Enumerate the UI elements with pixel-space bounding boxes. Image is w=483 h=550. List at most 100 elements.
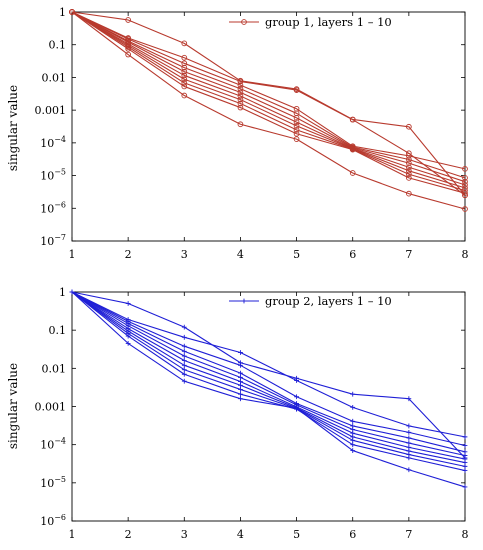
data-point (462, 178, 468, 185)
x-tick-label: 3 (181, 528, 188, 541)
data-point (406, 160, 412, 166)
data-point (238, 387, 243, 392)
y-tick-label: 1 (59, 286, 66, 299)
data-point (238, 382, 243, 388)
x-tick-label: 6 (349, 528, 356, 541)
data-point (181, 40, 188, 47)
data-point (293, 126, 300, 133)
x-tick-label: 5 (293, 528, 300, 541)
series-line (71, 11, 466, 196)
x-tick-label: 7 (405, 248, 412, 261)
data-point (462, 182, 468, 188)
data-point (238, 362, 243, 368)
data-point (349, 146, 356, 153)
series-line (71, 11, 466, 179)
data-point (406, 175, 412, 181)
data-point (406, 190, 412, 197)
series-5 (69, 9, 468, 185)
data-point (181, 343, 187, 349)
data-point (406, 435, 412, 441)
series-line (71, 291, 466, 488)
y-tick-label: 10−4 (40, 437, 66, 452)
series-line (71, 11, 466, 183)
series-10 (69, 289, 468, 490)
data-point (293, 115, 300, 121)
data-point (125, 301, 131, 306)
data-point (181, 353, 187, 359)
data-point (181, 83, 188, 90)
x-tick-label: 6 (349, 248, 356, 261)
data-point (125, 341, 131, 346)
legend-label: group 2, layers 1 – 10 (265, 294, 392, 308)
data-point (125, 45, 131, 52)
series-line (71, 291, 466, 438)
data-point (238, 396, 243, 402)
x-tick-label: 1 (69, 528, 76, 541)
data-point (293, 136, 300, 142)
data-point (181, 60, 188, 67)
data-point (181, 371, 187, 377)
y-tick-label: 0.001 (35, 401, 67, 414)
data-point (181, 92, 188, 99)
y-tick-label: 0.01 (42, 71, 67, 84)
data-point (181, 76, 188, 83)
series-line (71, 291, 466, 472)
data-point (181, 367, 187, 373)
x-tick-label: 8 (462, 248, 469, 261)
series-line (71, 11, 466, 194)
legend-marker (241, 298, 247, 304)
data-point (237, 96, 244, 103)
data-point (406, 423, 412, 429)
data-point (350, 404, 356, 410)
data-point (350, 437, 356, 443)
y-axis-title: singular value (6, 363, 20, 449)
legend: group 2, layers 1 – 10 (229, 294, 392, 308)
data-point (406, 167, 412, 174)
x-tick-label: 4 (237, 528, 244, 541)
series-line (71, 291, 466, 459)
legend-marker (241, 19, 247, 25)
data-point (349, 170, 356, 176)
y-tick-label: 10−6 (40, 513, 66, 528)
series-line (71, 11, 466, 189)
x-tick-label: 2 (125, 248, 132, 261)
data-point (181, 64, 188, 71)
data-point (350, 418, 356, 424)
series-line (71, 11, 466, 210)
x-tick-label: 1 (69, 248, 76, 261)
series-line (71, 291, 466, 453)
y-tick-label: 0.1 (49, 39, 67, 52)
data-point (237, 121, 244, 128)
data-point (293, 87, 300, 93)
data-point (462, 463, 468, 469)
y-tick-label: 0.001 (35, 104, 67, 117)
data-point (406, 429, 412, 435)
data-point (294, 378, 299, 383)
data-point (237, 85, 244, 92)
data-point (350, 442, 356, 448)
x-tick-label: 7 (405, 528, 412, 541)
data-point (462, 206, 468, 212)
data-point (237, 104, 244, 111)
data-point (406, 455, 412, 461)
data-point (238, 350, 243, 355)
data-point (181, 378, 187, 384)
series-7 (69, 289, 468, 465)
data-point (462, 166, 468, 172)
data-point (181, 358, 187, 363)
plot-frame (71, 11, 466, 242)
data-point (349, 116, 356, 123)
data-point (237, 100, 244, 107)
y-tick-label: 0.01 (42, 362, 67, 375)
series-line (71, 291, 466, 457)
data-point (294, 394, 299, 400)
data-point (237, 89, 244, 96)
series-8 (69, 289, 468, 469)
data-point (181, 324, 187, 330)
series-line (71, 11, 466, 186)
data-point (237, 93, 244, 99)
data-point (462, 484, 468, 490)
data-point (294, 405, 299, 411)
series-3 (69, 289, 468, 448)
